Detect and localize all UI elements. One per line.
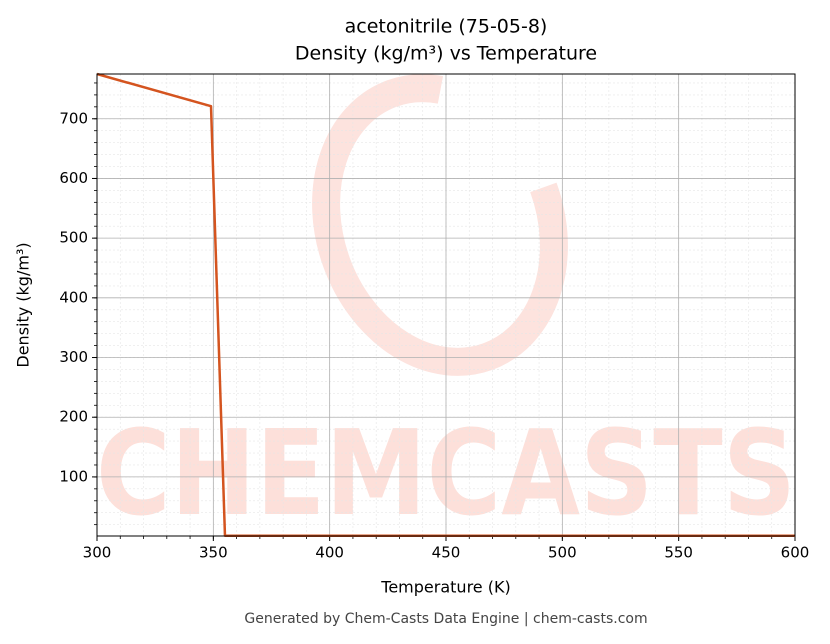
x-tick-label: 500 [548, 544, 577, 562]
watermark-logo [312, 74, 568, 376]
footer: Generated by Chem-Casts Data Engine | ch… [244, 611, 647, 627]
y-axis-label: Density (kg/m³) [14, 242, 33, 367]
y-tick-label: 200 [59, 408, 88, 426]
plot-frame [96, 73, 796, 537]
y-tick-label: 700 [59, 109, 88, 127]
x-tick-label: 600 [781, 544, 810, 562]
x-tick-label: 550 [664, 544, 693, 562]
x-axis-label: Temperature (K) [380, 578, 510, 597]
y-tick-label: 400 [59, 288, 88, 306]
x-tick-label: 350 [199, 544, 228, 562]
y-tick-label: 600 [59, 169, 88, 187]
x-tick-label: 300 [83, 544, 112, 562]
y-tick-label: 500 [59, 229, 88, 247]
y-tick-label: 300 [59, 348, 88, 366]
x-tick-label: 400 [315, 544, 344, 562]
chart-subtitle: Density (kg/m³) vs Temperature [295, 43, 597, 65]
y-tick-label: 100 [59, 467, 88, 485]
chart-title: acetonitrile (75-05-8) [345, 16, 548, 38]
x-tick-label: 450 [432, 544, 461, 562]
